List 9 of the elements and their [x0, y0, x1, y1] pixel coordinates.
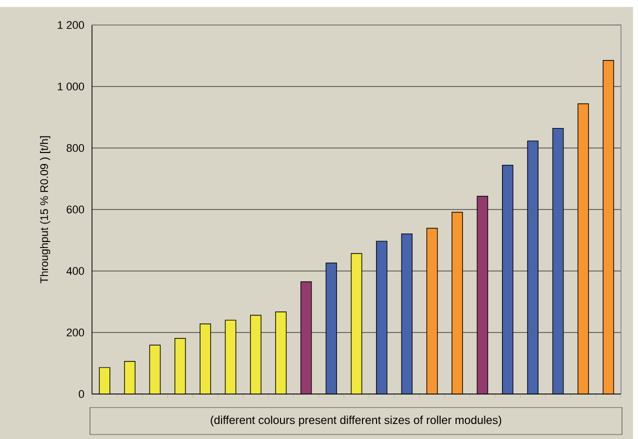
y-tick-label: 600	[66, 206, 84, 214]
y-tick-label: 400	[66, 267, 84, 275]
text: (different colours present different sizes of roller modules)	[210, 416, 502, 426]
y-tick-label: 1 000	[58, 82, 84, 90]
y-tick-label: 0	[78, 390, 84, 398]
y-axis-title: Throughput (15 % R0.09 ) [t/h]	[40, 136, 50, 284]
y-tick-label: 1 200	[58, 21, 84, 29]
y-tick-label: 200	[66, 328, 84, 336]
y-tick-label: 800	[66, 144, 84, 152]
